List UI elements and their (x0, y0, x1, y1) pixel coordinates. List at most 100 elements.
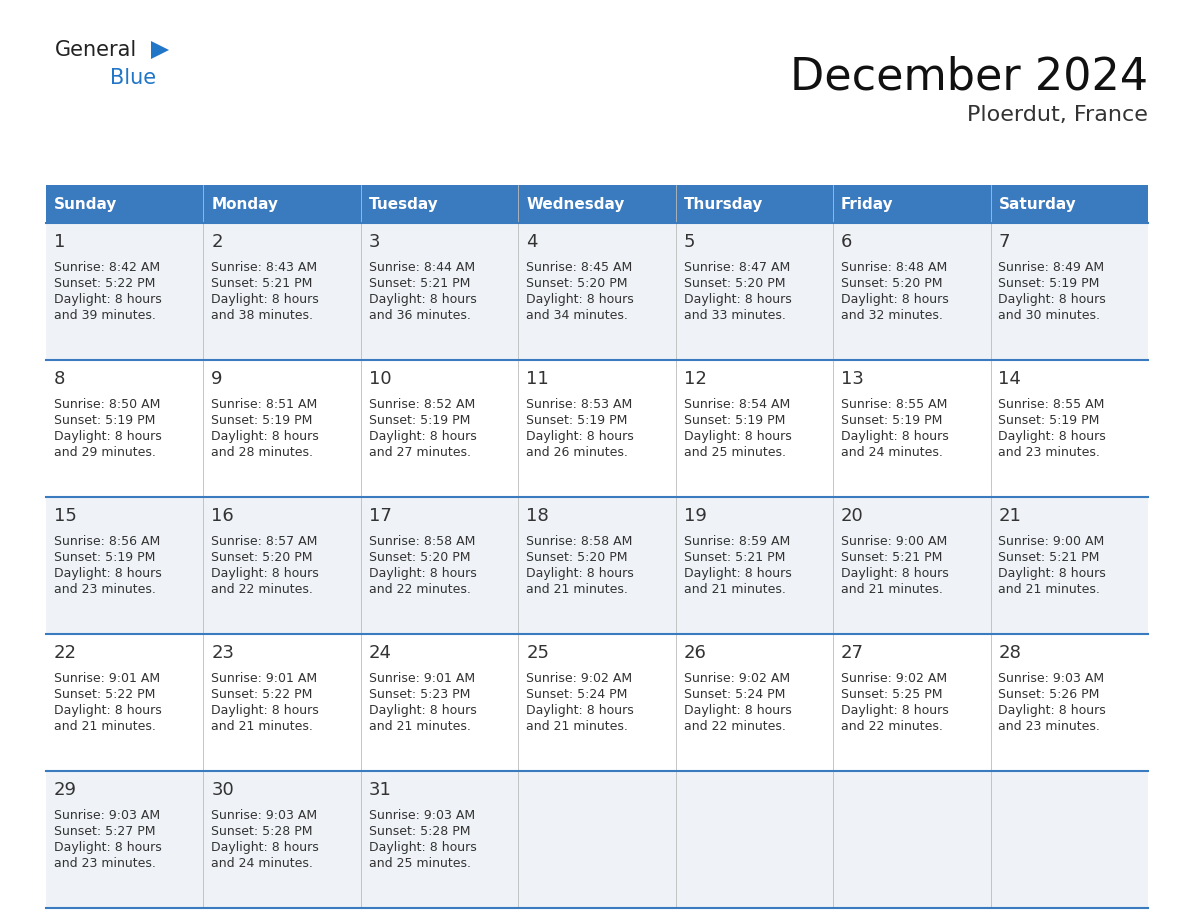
Polygon shape (151, 41, 169, 59)
Text: 22: 22 (53, 644, 77, 662)
Text: and 24 minutes.: and 24 minutes. (841, 446, 943, 459)
Text: Sunset: 5:20 PM: Sunset: 5:20 PM (368, 551, 470, 564)
Text: 18: 18 (526, 507, 549, 525)
Text: and 28 minutes.: and 28 minutes. (211, 446, 314, 459)
Text: Sunset: 5:19 PM: Sunset: 5:19 PM (53, 414, 156, 427)
Text: Sunrise: 8:58 AM: Sunrise: 8:58 AM (368, 535, 475, 548)
Text: Sunrise: 9:03 AM: Sunrise: 9:03 AM (998, 672, 1105, 685)
Text: 19: 19 (683, 507, 707, 525)
Text: and 22 minutes.: and 22 minutes. (368, 583, 470, 596)
Text: 15: 15 (53, 507, 77, 525)
Text: 31: 31 (368, 781, 392, 799)
Text: Sunrise: 9:03 AM: Sunrise: 9:03 AM (368, 809, 475, 822)
Text: Sunrise: 8:50 AM: Sunrise: 8:50 AM (53, 398, 160, 411)
Text: Sunrise: 8:58 AM: Sunrise: 8:58 AM (526, 535, 632, 548)
Text: Daylight: 8 hours: Daylight: 8 hours (998, 704, 1106, 717)
Text: Daylight: 8 hours: Daylight: 8 hours (683, 567, 791, 580)
Text: Sunrise: 8:55 AM: Sunrise: 8:55 AM (841, 398, 947, 411)
Text: Daylight: 8 hours: Daylight: 8 hours (211, 567, 320, 580)
Text: Sunrise: 9:01 AM: Sunrise: 9:01 AM (368, 672, 475, 685)
Text: 10: 10 (368, 370, 391, 388)
Text: Daylight: 8 hours: Daylight: 8 hours (211, 293, 320, 306)
Text: Daylight: 8 hours: Daylight: 8 hours (368, 293, 476, 306)
Text: Daylight: 8 hours: Daylight: 8 hours (368, 841, 476, 854)
Text: Daylight: 8 hours: Daylight: 8 hours (998, 430, 1106, 443)
Text: and 21 minutes.: and 21 minutes. (211, 720, 314, 733)
Text: Sunset: 5:26 PM: Sunset: 5:26 PM (998, 688, 1100, 701)
Text: and 24 minutes.: and 24 minutes. (211, 857, 314, 870)
Bar (46, 771, 1148, 908)
Text: Sunset: 5:24 PM: Sunset: 5:24 PM (526, 688, 627, 701)
Text: Sunday: Sunday (53, 196, 118, 211)
Text: and 23 minutes.: and 23 minutes. (53, 583, 156, 596)
Text: 4: 4 (526, 233, 538, 251)
Text: Sunrise: 8:56 AM: Sunrise: 8:56 AM (53, 535, 160, 548)
Text: and 34 minutes.: and 34 minutes. (526, 309, 628, 322)
Text: Daylight: 8 hours: Daylight: 8 hours (526, 704, 634, 717)
Bar (518, 185, 676, 223)
Text: and 38 minutes.: and 38 minutes. (211, 309, 314, 322)
Text: 17: 17 (368, 507, 392, 525)
Text: and 30 minutes.: and 30 minutes. (998, 309, 1100, 322)
Text: Sunset: 5:21 PM: Sunset: 5:21 PM (841, 551, 942, 564)
Bar (46, 185, 203, 223)
Text: and 21 minutes.: and 21 minutes. (841, 583, 943, 596)
Text: Sunset: 5:20 PM: Sunset: 5:20 PM (841, 277, 942, 290)
Text: Sunset: 5:19 PM: Sunset: 5:19 PM (211, 414, 312, 427)
Text: Sunset: 5:19 PM: Sunset: 5:19 PM (368, 414, 470, 427)
Text: Sunrise: 8:57 AM: Sunrise: 8:57 AM (211, 535, 317, 548)
Text: Daylight: 8 hours: Daylight: 8 hours (841, 430, 949, 443)
Text: Sunset: 5:20 PM: Sunset: 5:20 PM (683, 277, 785, 290)
Text: 9: 9 (211, 370, 223, 388)
Text: and 21 minutes.: and 21 minutes. (368, 720, 470, 733)
Text: and 23 minutes.: and 23 minutes. (53, 857, 156, 870)
Text: Daylight: 8 hours: Daylight: 8 hours (998, 567, 1106, 580)
Text: 29: 29 (53, 781, 77, 799)
Text: Daylight: 8 hours: Daylight: 8 hours (526, 567, 634, 580)
Text: Sunrise: 8:43 AM: Sunrise: 8:43 AM (211, 261, 317, 274)
Text: and 21 minutes.: and 21 minutes. (526, 720, 628, 733)
Text: and 26 minutes.: and 26 minutes. (526, 446, 628, 459)
Text: Sunrise: 9:02 AM: Sunrise: 9:02 AM (526, 672, 632, 685)
Text: and 23 minutes.: and 23 minutes. (998, 720, 1100, 733)
Text: Sunrise: 8:49 AM: Sunrise: 8:49 AM (998, 261, 1105, 274)
Text: Sunrise: 9:03 AM: Sunrise: 9:03 AM (211, 809, 317, 822)
Text: Sunset: 5:19 PM: Sunset: 5:19 PM (998, 414, 1100, 427)
Text: Sunrise: 9:03 AM: Sunrise: 9:03 AM (53, 809, 160, 822)
Text: Sunset: 5:21 PM: Sunset: 5:21 PM (683, 551, 785, 564)
Text: Daylight: 8 hours: Daylight: 8 hours (368, 430, 476, 443)
Text: Sunset: 5:25 PM: Sunset: 5:25 PM (841, 688, 942, 701)
Text: Sunset: 5:21 PM: Sunset: 5:21 PM (368, 277, 470, 290)
Text: Friday: Friday (841, 196, 893, 211)
Text: Sunset: 5:20 PM: Sunset: 5:20 PM (211, 551, 312, 564)
Text: Sunset: 5:19 PM: Sunset: 5:19 PM (53, 551, 156, 564)
Text: General: General (55, 40, 138, 60)
Bar (991, 185, 1148, 223)
Text: Sunrise: 8:44 AM: Sunrise: 8:44 AM (368, 261, 475, 274)
Text: 12: 12 (683, 370, 707, 388)
Bar (676, 185, 833, 223)
Text: Sunrise: 9:01 AM: Sunrise: 9:01 AM (53, 672, 160, 685)
Text: Sunset: 5:22 PM: Sunset: 5:22 PM (211, 688, 312, 701)
Text: Sunset: 5:28 PM: Sunset: 5:28 PM (368, 825, 470, 838)
Text: Sunrise: 8:59 AM: Sunrise: 8:59 AM (683, 535, 790, 548)
Text: Daylight: 8 hours: Daylight: 8 hours (683, 430, 791, 443)
Text: Sunrise: 8:45 AM: Sunrise: 8:45 AM (526, 261, 632, 274)
Bar (203, 185, 361, 223)
Text: Daylight: 8 hours: Daylight: 8 hours (683, 704, 791, 717)
Text: 13: 13 (841, 370, 864, 388)
Text: Daylight: 8 hours: Daylight: 8 hours (211, 841, 320, 854)
Text: Daylight: 8 hours: Daylight: 8 hours (998, 293, 1106, 306)
Text: 2: 2 (211, 233, 223, 251)
Text: Sunset: 5:20 PM: Sunset: 5:20 PM (526, 551, 627, 564)
Text: Daylight: 8 hours: Daylight: 8 hours (841, 704, 949, 717)
Text: Sunset: 5:19 PM: Sunset: 5:19 PM (841, 414, 942, 427)
Text: 25: 25 (526, 644, 549, 662)
Text: Daylight: 8 hours: Daylight: 8 hours (211, 704, 320, 717)
Text: Sunset: 5:28 PM: Sunset: 5:28 PM (211, 825, 312, 838)
Text: Sunset: 5:21 PM: Sunset: 5:21 PM (998, 551, 1100, 564)
Text: and 21 minutes.: and 21 minutes. (526, 583, 628, 596)
Text: Sunrise: 8:54 AM: Sunrise: 8:54 AM (683, 398, 790, 411)
Text: Sunrise: 9:01 AM: Sunrise: 9:01 AM (211, 672, 317, 685)
Text: Sunrise: 8:55 AM: Sunrise: 8:55 AM (998, 398, 1105, 411)
